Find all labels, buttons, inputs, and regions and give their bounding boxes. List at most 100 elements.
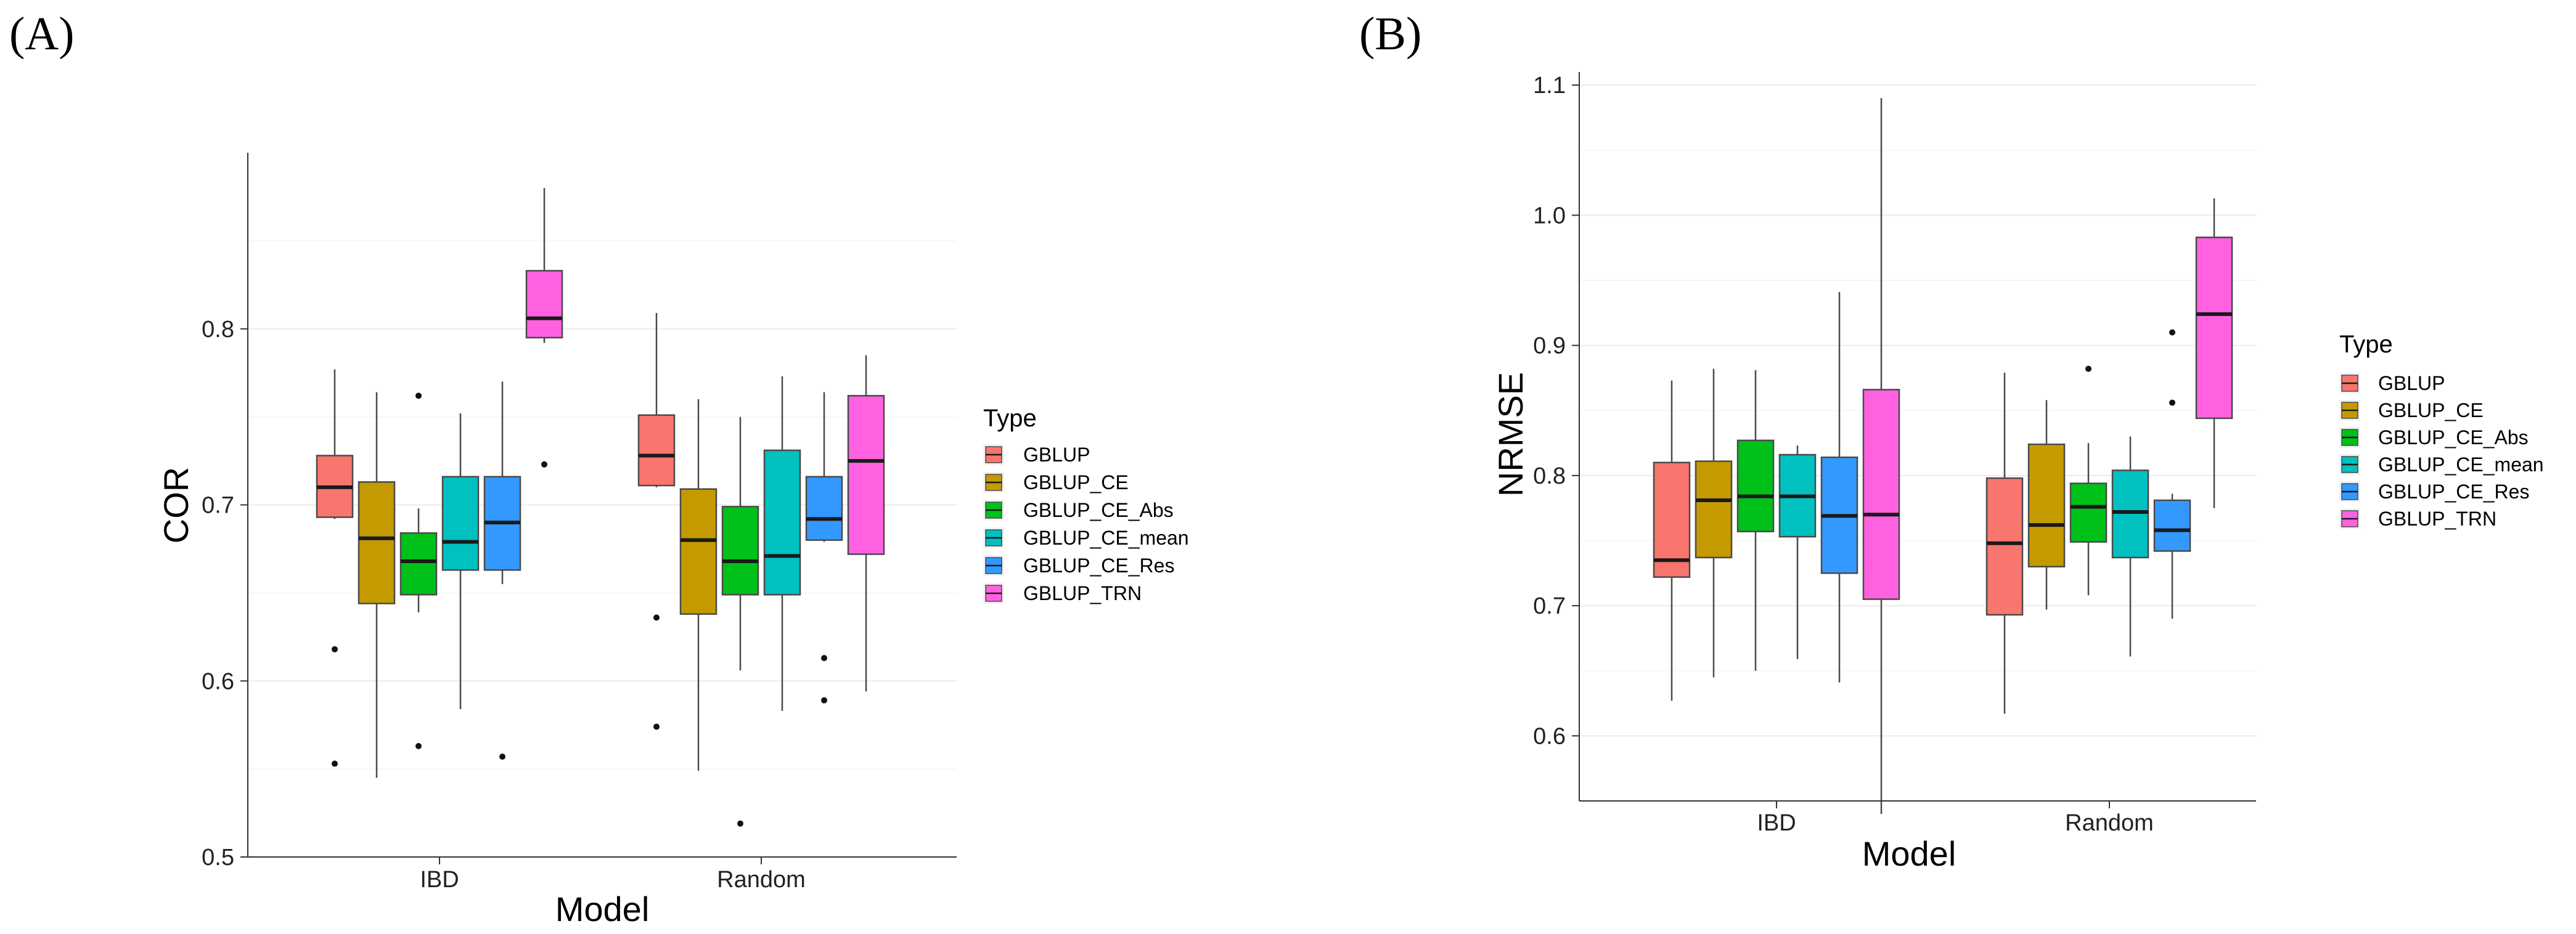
box-iqr [2153, 499, 2191, 552]
box-iqr [2195, 237, 2233, 420]
box-iqr [805, 476, 843, 541]
box-gblup_ce_mean-random [2111, 436, 2149, 657]
box-gblup_ce_mean-random [763, 376, 801, 711]
y-tick-label: 0.9 [1533, 333, 1566, 359]
outlier-point [653, 614, 660, 621]
box-gblup_ce_res-random [805, 392, 843, 704]
box-gblup_trn-ibd [525, 188, 563, 468]
legend-item-gblup_ce_abs: GBLUP_CE_Abs [2339, 426, 2529, 449]
box-iqr [441, 476, 480, 571]
box-iqr [637, 414, 676, 487]
legend-item-gblup_ce: GBLUP_CE [2339, 399, 2484, 421]
legend-label: GBLUP [1023, 444, 1090, 466]
panel-a: (A) 0.5 0.6 0.7 0.8 IBD Random Model COR Type GBLU… [9, 8, 1189, 928]
y-tick-label: 0.6 [1533, 723, 1566, 749]
legend-label: GBLUP_CE_mean [2378, 453, 2544, 476]
panel-label: (A) [9, 8, 75, 60]
box-gblup-random [1985, 372, 2024, 714]
legend-label: GBLUP_CE_Res [1023, 554, 1174, 577]
legend-label: GBLUP [2378, 372, 2445, 394]
panel-b: (B) 0.6 0.7 0.8 0.9 1.0 1.1 IBD Random Model NRMSE… [1359, 8, 2544, 873]
y-tick-label: 0.5 [202, 845, 234, 871]
x-axis-title: Model [1862, 834, 1957, 873]
legend-label: GBLUP_CE [2378, 399, 2484, 421]
box-gblup_ce_res-random [2153, 329, 2191, 619]
box-gblup_ce_abs-random [721, 416, 759, 827]
box-gblup_ce_res-ibd [1820, 292, 1858, 683]
legend-item-gblup_ce_abs: GBLUP_CE_Abs [983, 499, 1174, 521]
box-gblup-ibd [1653, 380, 1691, 701]
box-gblup_trn-ibd [1862, 98, 1900, 814]
legend-label: GBLUP_CE_Abs [2378, 426, 2529, 449]
box-iqr [1736, 439, 1775, 532]
outlier-point [737, 820, 743, 827]
legend-label: GBLUP_CE [1023, 471, 1129, 493]
box-gblup_ce-ibd [358, 392, 396, 778]
box-iqr [721, 506, 759, 596]
outlier-point [2169, 399, 2175, 406]
box-iqr [525, 270, 563, 339]
x-tick-label: IBD [1757, 810, 1796, 836]
x-tick-label: Random [717, 867, 806, 893]
legend: Type GBLUP GBLUP_CE GBLUP_CE_Abs GBLUP_CE_me… [2339, 331, 2544, 530]
outlier-point [415, 742, 422, 749]
legend-title: Type [983, 405, 1037, 432]
panel-label: (B) [1359, 8, 1421, 60]
legend-item-gblup_ce: GBLUP_CE [983, 471, 1129, 493]
box-gblup_trn-random [847, 355, 885, 692]
box-iqr [2027, 443, 2066, 567]
box-iqr [1653, 461, 1691, 578]
y-tick-label: 0.7 [202, 493, 234, 519]
legend-item-gblup_ce_mean: GBLUP_CE_mean [2339, 453, 2544, 476]
legend: Type GBLUP GBLUP_CE GBLUP_CE_Abs GBLUP_CE_me… [983, 405, 1189, 604]
x-tick-label: Random [2065, 810, 2154, 836]
box-iqr [2111, 469, 2149, 559]
y-tick-label: 0.8 [202, 317, 234, 343]
outlier-point [332, 760, 338, 767]
box-gblup_trn-random [2195, 198, 2233, 508]
legend-item-gblup_ce_res: GBLUP_CE_Res [2339, 481, 2529, 503]
y-tick-label: 0.8 [1533, 463, 1566, 489]
x-tick-label: IBD [420, 867, 459, 893]
legend-title: Type [2339, 331, 2393, 358]
outlier-point [332, 646, 338, 652]
box-gblup-random [637, 313, 676, 730]
legend-label: GBLUP_CE_Abs [1023, 499, 1174, 521]
box-iqr [847, 395, 885, 555]
box-gblup_ce_abs-random [2069, 365, 2108, 596]
box-iqr [1862, 389, 1900, 600]
box-gblup_ce_abs-ibd [1736, 370, 1775, 671]
y-tick-label: 1.0 [1533, 203, 1566, 229]
outlier-point [821, 697, 827, 704]
box-gblup-ibd [316, 369, 354, 767]
outlier-point [2085, 365, 2091, 372]
legend-label: GBLUP_TRN [2378, 508, 2496, 530]
plot-background [1579, 72, 2256, 801]
legend-item-gblup: GBLUP [2339, 372, 2445, 394]
outlier-point [2169, 329, 2175, 336]
legend-label: GBLUP_CE_Res [2378, 481, 2529, 503]
outlier-point [415, 392, 422, 399]
box-gblup_ce-random [2027, 400, 2066, 610]
x-axis-title: Model [555, 890, 650, 928]
y-axis-title: COR [157, 467, 195, 543]
box-iqr [358, 481, 396, 604]
box-iqr [1695, 460, 1733, 559]
y-tick-label: 1.1 [1533, 73, 1566, 99]
legend-label: GBLUP_TRN [1023, 582, 1142, 604]
box-iqr [1985, 477, 2024, 616]
box-iqr [763, 449, 801, 596]
box-iqr [2069, 482, 2108, 543]
legend-item-gblup_ce_mean: GBLUP_CE_mean [983, 527, 1189, 549]
box-gblup_ce_res-ibd [483, 381, 521, 760]
outlier-point [541, 461, 547, 468]
legend-item-gblup_trn: GBLUP_TRN [2339, 508, 2496, 530]
outlier-point [821, 655, 827, 662]
legend-item-gblup_trn: GBLUP_TRN [983, 582, 1142, 604]
box-gblup_ce-random [679, 399, 718, 771]
box-gblup_ce-ibd [1695, 368, 1733, 678]
y-axis-title: NRMSE [1491, 372, 1530, 497]
y-tick-label: 0.6 [202, 668, 234, 694]
box-gblup_ce_mean-ibd [1778, 445, 1817, 659]
